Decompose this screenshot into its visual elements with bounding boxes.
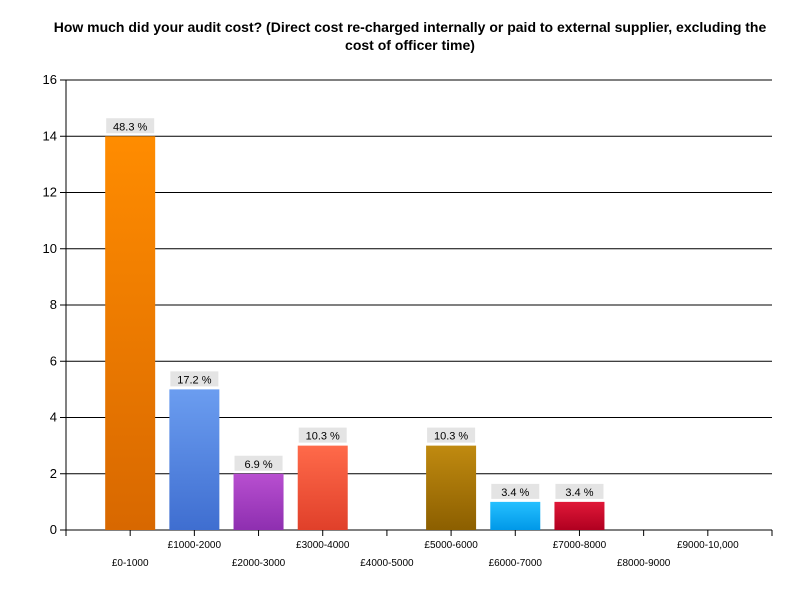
data-label-box [491,483,540,499]
y-tick-label: 14 [43,128,57,143]
data-label: 48.3 % [113,121,147,133]
y-tick-label: 16 [43,72,57,87]
x-category-label: £2000-3000 [232,558,286,569]
data-label-box [427,427,476,443]
y-tick-label: 6 [50,353,57,368]
data-label: 17.2 % [177,374,211,386]
y-tick-label: 4 [50,410,57,425]
data-label-box [555,483,604,499]
x-category-label: £1000-2000 [168,540,222,551]
y-tick-label: 12 [43,185,57,200]
y-tick-label: 0 [50,522,57,537]
data-label-box [234,455,283,471]
y-tick-label: 2 [50,466,57,481]
data-label: 10.3 % [434,431,468,443]
x-category-label: £4000-5000 [360,558,414,569]
bar [554,501,605,530]
y-tick-label: 10 [43,241,57,256]
x-category-label: £9000-10,000 [677,540,739,551]
bar [105,136,156,530]
bar [169,389,220,530]
data-label-box [106,118,155,134]
y-tick-label: 8 [50,297,57,312]
x-category-label: £6000-7000 [489,558,543,569]
x-category-label: £3000-4000 [296,540,350,551]
x-category-label: £7000-8000 [553,540,607,551]
bar [490,501,541,530]
data-label: 6.9 % [244,459,272,471]
x-category-label: £8000-9000 [617,558,671,569]
data-label-box [170,371,219,387]
data-label: 3.4 % [565,487,593,499]
x-category-label: £0-1000 [112,558,149,569]
bar [233,473,284,530]
bar [426,445,477,530]
data-label: 3.4 % [501,487,529,499]
data-label: 10.3 % [306,431,340,443]
bar [297,445,348,530]
x-category-label: £5000-6000 [424,540,478,551]
chart-title: How much did your audit cost? (Direct co… [53,19,767,53]
data-label-box [298,427,347,443]
